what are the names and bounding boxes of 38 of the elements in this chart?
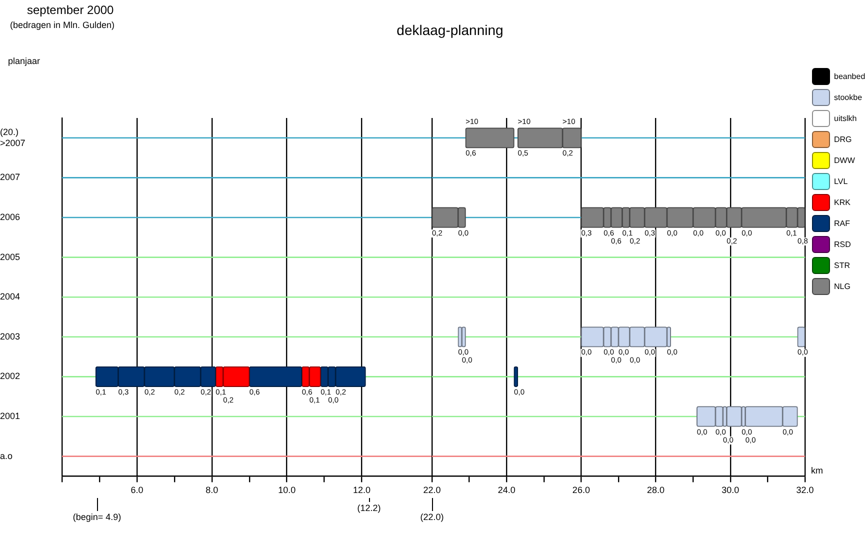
x-tick-label: 10.0: [278, 485, 296, 496]
legend-label: RSD: [834, 240, 851, 249]
x-tick-label: 26.0: [572, 485, 590, 496]
legend-label: RAF: [834, 219, 850, 228]
legend-label: KRK: [834, 198, 850, 207]
x-tick-label: 28.0: [647, 485, 665, 496]
legend-label: STR: [834, 261, 850, 270]
legend-label: stookbe: [834, 93, 862, 102]
text: (22.0): [420, 512, 444, 522]
y-tick-label: 2001: [0, 410, 20, 421]
x-axis-title: km: [811, 466, 823, 476]
legend-label: beanbed: [834, 72, 866, 81]
chart-title: deklaag-planning: [396, 22, 504, 38]
y-tick-label: 2005: [0, 252, 20, 262]
x-tick-label: 24.0: [498, 485, 516, 496]
legend-label: NLG: [834, 282, 850, 291]
x-tick-label: 30.0: [722, 485, 740, 496]
legend-label: LVL: [834, 177, 848, 186]
x-tick-label: 22.0: [423, 485, 441, 496]
text: (12.2): [357, 503, 381, 513]
legend-label: DWW: [834, 156, 855, 165]
y-axis-title: planjaar: [8, 56, 40, 66]
y-tick-label: 2007: [0, 172, 20, 182]
y-tick-label: a.o: [0, 450, 13, 461]
x-tick-label: 12.0: [353, 485, 371, 496]
y-tick-label: 2002: [0, 371, 20, 382]
text: (begin= 4.9): [72, 512, 122, 522]
text: (bedragen in Mln. Gulden): [10, 20, 115, 30]
x-tick-label: 32.0: [796, 485, 814, 496]
y-tick-label: 2006: [0, 212, 20, 222]
legend-label: DRG: [834, 135, 852, 144]
y-tick-label: 2003: [0, 331, 20, 342]
x-tick-label: 6.0: [130, 485, 144, 496]
chart-subtitle: september 2000: [27, 3, 114, 17]
legend-label: uitslkh: [834, 114, 857, 123]
x-tick-label: 8.0: [206, 485, 218, 496]
y-tick-label: (20.) >2007: [0, 126, 26, 148]
y-tick-label: 2004: [0, 292, 20, 302]
